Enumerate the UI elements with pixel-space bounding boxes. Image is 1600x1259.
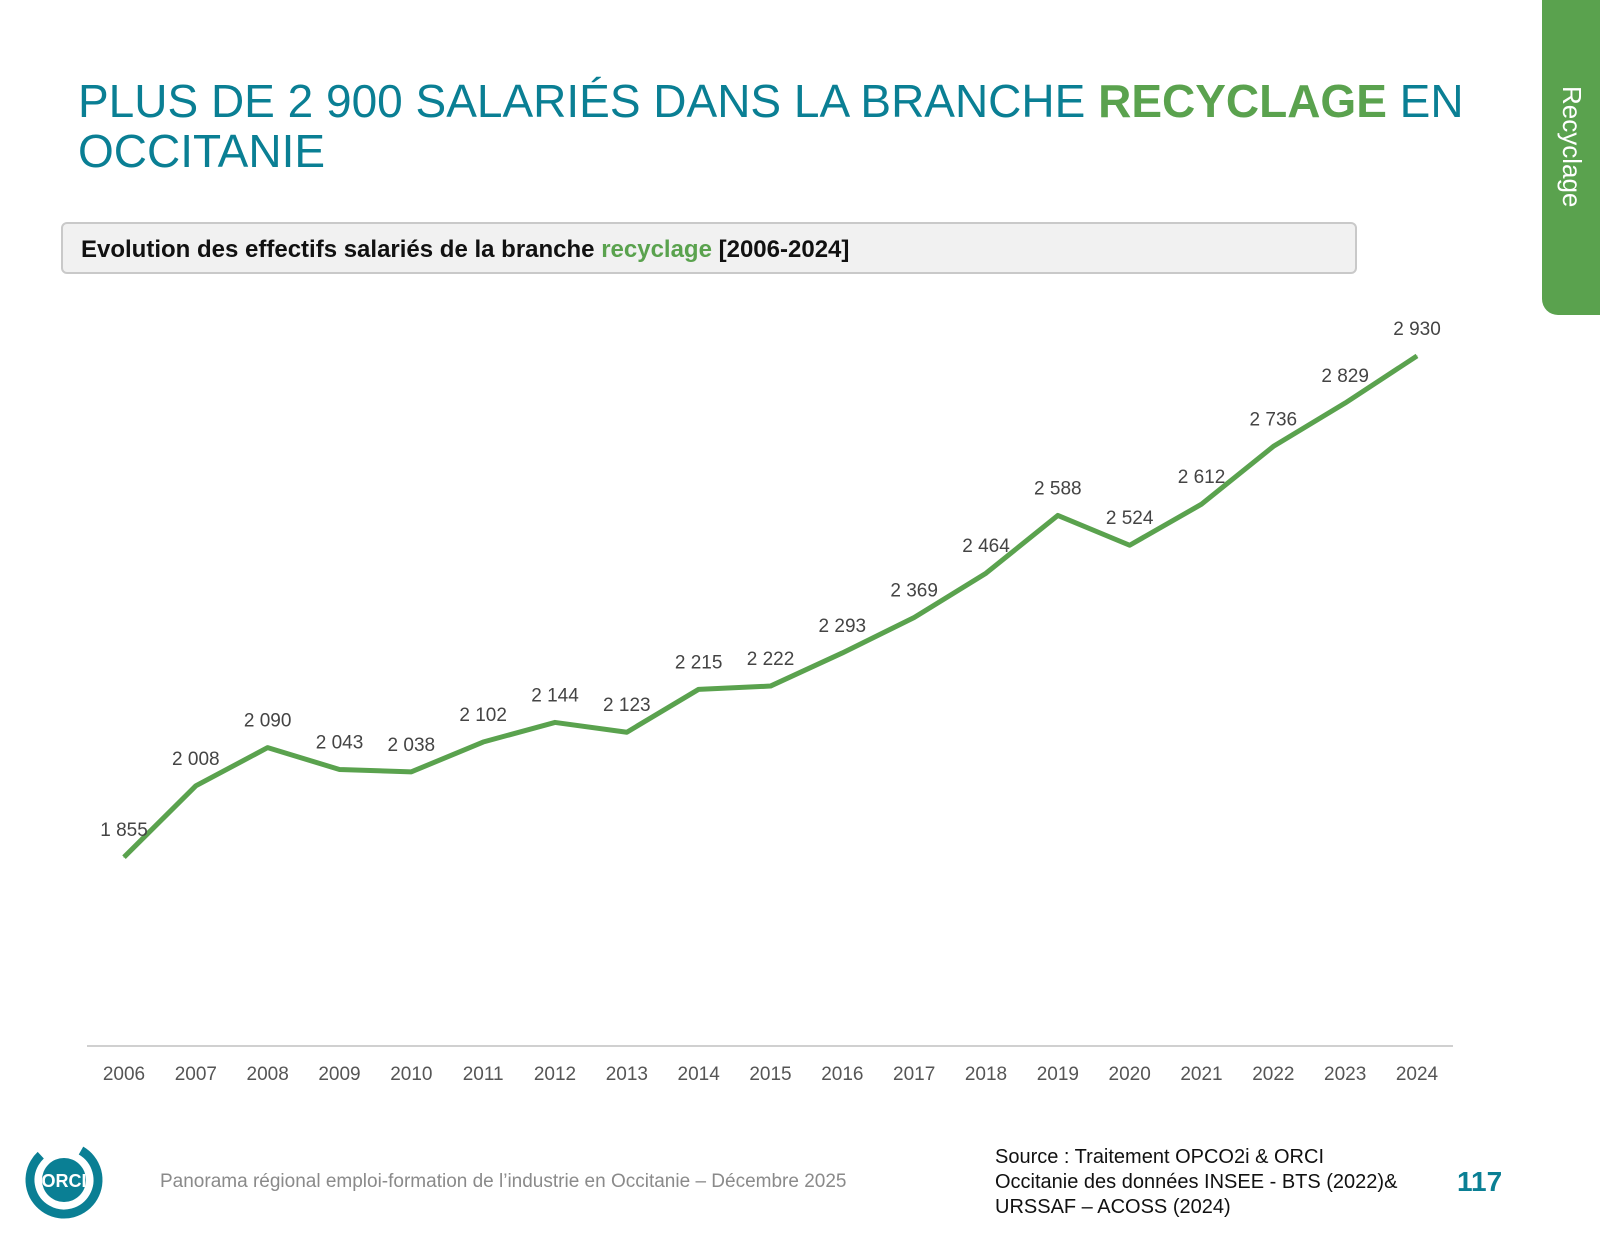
data-label: 2 293 (819, 616, 867, 637)
data-label: 2 215 (675, 652, 723, 673)
x-tick-label: 2010 (390, 1064, 432, 1085)
data-label: 2 222 (747, 649, 795, 670)
x-tick-label: 2023 (1324, 1064, 1366, 1085)
page-title: PLUS DE 2 900 SALARIÉS DANS LA BRANCHE R… (78, 76, 1498, 176)
data-point (698, 688, 700, 690)
source-line: URSSAF – ACOSS (2024) (995, 1196, 1231, 1218)
data-point (267, 747, 269, 749)
orci-logo: ORCI (25, 1141, 103, 1219)
source-line: Source : Traitement OPCO2i & ORCI (995, 1146, 1324, 1168)
data-label: 2 144 (531, 685, 579, 706)
line-chart: 1 855 2006 2 008 2007 2 090 2008 2 043 2009 2 03… (87, 319, 1453, 1085)
x-tick-label: 2006 (103, 1064, 145, 1085)
data-label: 2 524 (1106, 508, 1154, 529)
data-label: 2 612 (1178, 467, 1226, 488)
x-tick-label: 2007 (175, 1064, 217, 1085)
data-point (195, 785, 197, 787)
data-point (554, 721, 556, 723)
x-tick-label: 2024 (1396, 1064, 1439, 1085)
x-tick-label: 2011 (463, 1064, 504, 1085)
data-label: 2 102 (459, 705, 507, 726)
x-tick-label: 2014 (678, 1064, 721, 1085)
data-label: 2 008 (172, 749, 220, 770)
data-point (770, 685, 771, 687)
data-point (1272, 445, 1274, 447)
section-tab-label: Recyclage (1557, 86, 1587, 208)
x-tick-label: 2021 (1180, 1064, 1222, 1085)
data-point (410, 771, 412, 773)
data-point (841, 652, 843, 654)
x-tick-label: 2022 (1252, 1064, 1294, 1085)
data-label: 2 369 (890, 581, 938, 602)
data-label: 1 855 (100, 820, 148, 841)
data-label: 2 736 (1250, 409, 1298, 430)
title-highlight: RECYCLAGE (1098, 75, 1387, 127)
data-point (482, 741, 484, 743)
data-point (339, 769, 340, 771)
data-label: 2 464 (962, 536, 1010, 557)
data-label: 2 043 (316, 733, 364, 754)
x-tick-label: 2020 (1109, 1064, 1151, 1085)
data-label: 2 038 (388, 735, 436, 756)
data-point (1129, 544, 1131, 546)
series-line (122, 353, 1419, 859)
page-number: 117 (1457, 1166, 1503, 1197)
source-line: Occitanie des données INSEE - BTS (2022)… (995, 1171, 1398, 1193)
x-tick-label: 2016 (821, 1064, 863, 1085)
chart-title-box: Evolution des effectifs salariés de la b… (61, 222, 1357, 274)
data-point (913, 617, 915, 619)
x-tick-label: 2019 (1037, 1064, 1079, 1085)
chart-title-end: [2006-2024] (711, 236, 850, 263)
footer-text: Panorama régional emploi-formation de l’… (160, 1171, 847, 1192)
x-tick-label: 2008 (247, 1064, 289, 1085)
data-point (123, 856, 125, 858)
data-label: 2 588 (1034, 478, 1082, 499)
x-tick-label: 2018 (965, 1064, 1007, 1085)
x-tick-label: 2013 (606, 1064, 648, 1085)
data-point (1416, 355, 1418, 357)
svg-text:ORCI: ORCI (42, 1171, 87, 1191)
data-point (626, 731, 628, 733)
data-point (985, 572, 987, 574)
x-tick-label: 2015 (749, 1064, 791, 1085)
data-point (1201, 503, 1202, 505)
data-label: 2 829 (1321, 366, 1369, 387)
x-tick-label: 2009 (318, 1064, 360, 1085)
data-label: 2 123 (603, 695, 651, 716)
data-point (1344, 402, 1346, 404)
x-tick-label: 2012 (534, 1064, 576, 1085)
chart-title-highlight: recyclage (601, 236, 712, 263)
title-text: PLUS DE 2 900 SALARIÉS DANS LA BRANCHE (78, 75, 1099, 127)
data-label: 2 090 (244, 711, 292, 732)
title-text-end: EN OCCITANIE (78, 75, 1464, 177)
data-point (1057, 514, 1059, 516)
data-label: 2 930 (1393, 319, 1441, 340)
chart-title-text: Evolution des effectifs salariés de la b… (81, 236, 602, 263)
source-note: Source : Traitement OPCO2i & ORCI Occita… (995, 1145, 1445, 1220)
chart-title: Evolution des effectifs salariés de la b… (81, 236, 849, 264)
section-tab: Recyclage (1542, 0, 1600, 315)
x-tick-label: 2017 (893, 1064, 935, 1085)
